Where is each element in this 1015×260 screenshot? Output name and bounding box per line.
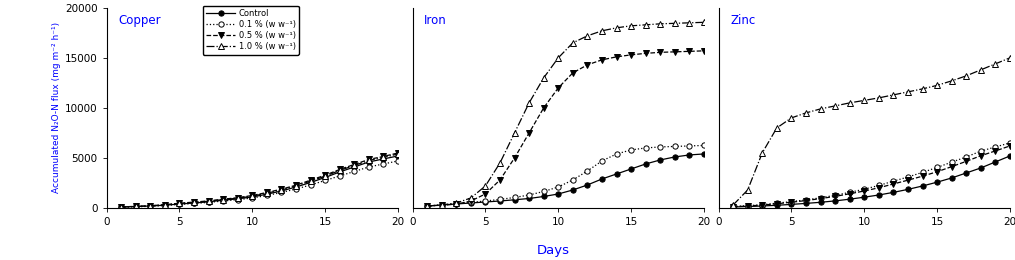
Text: Copper: Copper <box>118 14 160 27</box>
Text: Iron: Iron <box>424 14 447 27</box>
Text: Zinc: Zinc <box>730 14 755 27</box>
Legend: Control, 0.1 % (w w⁻¹), 0.5 % (w w⁻¹), 1.0 % (w w⁻¹): Control, 0.1 % (w w⁻¹), 0.5 % (w w⁻¹), 1… <box>203 6 298 55</box>
Y-axis label: Accumulated N₂O-N flux (mg m⁻² h⁻¹): Accumulated N₂O-N flux (mg m⁻² h⁻¹) <box>52 22 61 193</box>
Text: Days: Days <box>537 244 569 257</box>
